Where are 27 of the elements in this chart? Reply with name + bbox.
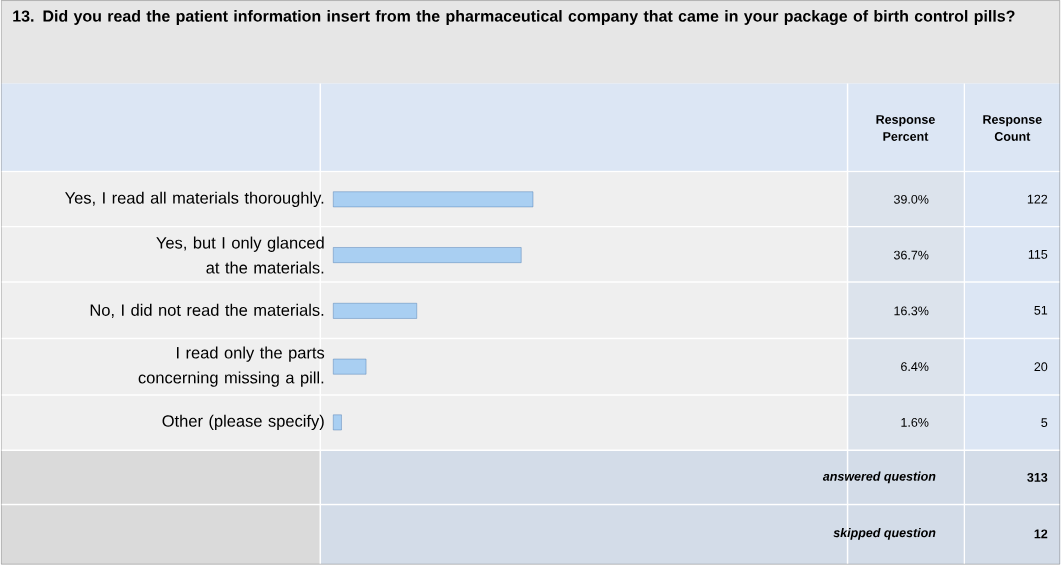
y-tick-label: No, I did not read the materials.	[90, 303, 324, 318]
bar	[333, 191, 534, 208]
bar	[333, 247, 522, 263]
data-label: 16.3%	[894, 306, 929, 316]
data-label: 39.0%	[893, 194, 929, 204]
text: skipped question	[833, 528, 936, 540]
text: Response Count	[983, 115, 1042, 141]
y-tick-label: I read only the parts concerning missing a pill.	[138, 346, 325, 387]
data-label: 36.7%	[893, 250, 929, 260]
bar	[333, 303, 417, 319]
data-label: 6.4%	[901, 362, 929, 372]
text: 20	[1034, 362, 1048, 372]
chart-title: 13. Did you read the patient information insert from the pharmaceutical company that came in your package of birth control pills?	[13, 10, 1015, 26]
text: Response Percent	[876, 115, 935, 141]
bar	[333, 414, 342, 431]
data-label: 1.6%	[901, 418, 929, 427]
bar	[333, 358, 367, 375]
text: 313	[1027, 473, 1048, 482]
y-tick-label: Yes, but I only glanced at the materials.	[156, 236, 324, 274]
text: 51	[1034, 305, 1048, 315]
y-tick-label: Yes, I read all materials thoroughly.	[65, 191, 324, 208]
text: answered question	[822, 471, 936, 484]
text: 5	[1041, 418, 1048, 427]
text: 115	[1028, 250, 1048, 259]
text: 122	[1027, 194, 1048, 204]
y-tick-label: Other (please specify)	[162, 414, 324, 431]
text: 12	[1034, 529, 1048, 539]
